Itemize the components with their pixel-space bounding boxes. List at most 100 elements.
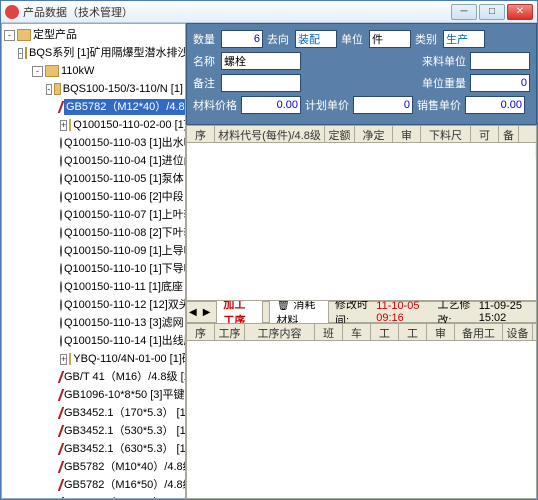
maximize-button[interactable]: □ [479,4,505,20]
close-button[interactable]: ✕ [507,4,533,20]
tree-item[interactable]: GB3452.1（530*5.3） [1]O型 [4,422,183,440]
tree-item[interactable]: Q100150-110-03 [1]出水嘴 [4,134,183,152]
gear-icon [60,137,62,149]
tree-item[interactable]: + YBQ-110/4N-01-00 [1]矿用隔爆 [4,350,183,368]
tab-scroll-left[interactable]: ◀ [189,307,197,318]
col-header[interactable]: 净定额 [355,126,393,142]
expand-icon[interactable]: + [60,120,67,131]
col-header[interactable]: 工时 [399,324,427,340]
remark-label: 备注 [193,75,217,91]
tree-item[interactable]: -BQS系列 [1]矿用隔爆型潜水排沙电泵 [4,44,183,62]
pin-icon [58,497,64,499]
tree-label: Q100150-110-11 [1]底座 [64,279,183,295]
tab-scroll-right[interactable]: ▶ [203,307,211,318]
tree-label: GB/T 41（M16）/4.8级 [18]螺 [64,369,186,385]
type-input[interactable] [443,30,485,48]
book-icon [17,29,31,41]
col-header[interactable]: 工序 [215,324,245,340]
expand-icon[interactable]: - [18,48,23,59]
tree-item[interactable]: Q100150-110-05 [1]泵体 [4,170,183,188]
tree-label: YBQ-110/4N-01-00 [1]矿用隔爆 [73,351,186,367]
tree-item[interactable]: +Q100150-110-02-00 [1]导水套 [4,116,183,134]
expand-icon[interactable]: - [32,66,43,77]
tree-label: GB1096-10*8*50 [3]平键 [64,387,184,403]
tree-item[interactable]: GB5782（M12*40）/4.8级 [6] 螺 [4,98,183,116]
tree-label: GB3452.1（630*5.3） [1]O型 [64,441,186,457]
col-header[interactable]: 车间 [343,324,371,340]
tree-label: Q100150-110-04 [1]进位阀 [64,153,186,169]
tree-item[interactable]: Q100150-110-11 [1]底座 [4,278,183,296]
tree-label: Q100150-110-13 [3]滤网 [64,315,184,331]
expand-icon[interactable]: - [4,30,15,41]
tree-item[interactable]: Q100150-110-09 [1]上导叶 [4,242,183,260]
product-tree[interactable]: - 定型产品 -BQS系列 [1]矿用隔爆型潜水排沙电泵-110kW-BQS10… [1,23,186,499]
mat-price-input[interactable] [241,96,301,114]
tree-label: 定型产品 [33,27,77,43]
tree-item[interactable]: - 110kW [4,62,183,80]
col-header[interactable]: 定额 [325,126,355,142]
tree-item[interactable]: Q100150-110-08 [2]下叶轮 [4,224,183,242]
lot-label: 去向 [267,31,291,47]
unit-input[interactable] [369,30,411,48]
grid1-body[interactable] [186,143,537,301]
tree-item[interactable]: GB/T 41（M16）/4.8级 [18]螺 [4,368,183,386]
tree-item[interactable]: Q100150-110-10 [1]下导叶 [4,260,183,278]
tree-item[interactable]: Q100150-110-04 [1]进位阀 [4,152,183,170]
col-header[interactable]: 工序内容 [245,324,315,340]
qty-input[interactable] [221,30,263,48]
tree-item[interactable]: -BQS100-150/3-110/N [1] [4,80,183,98]
tree-label: GB5782（M16*50）/4.8级 [6] [64,477,186,493]
expand-icon[interactable]: + [60,354,67,365]
unit-wt-input[interactable] [470,74,530,92]
window-title: 产品数据（技术管理） [23,4,451,20]
name-input[interactable] [221,52,301,70]
folder-icon [69,353,71,365]
sale-price-label: 销售单价 [417,97,461,113]
col-header[interactable]: 备用工时 [455,324,503,340]
qty-label: 数量 [193,31,217,47]
col-header[interactable]: 下料尺寸 [421,126,471,142]
tree-item[interactable]: GB1096-10*8*50 [3]平键 [4,386,183,404]
lot-input[interactable] [295,30,337,48]
book-icon [25,47,27,59]
col-header[interactable]: 备 [499,126,519,142]
tree-label: BQS系列 [1]矿用隔爆型潜水排沙电泵 [29,45,186,61]
book-icon [54,83,61,95]
tree-label: Q100150-110-03 [1]出水嘴 [64,135,186,151]
plan-price-input[interactable] [353,96,413,114]
col-header[interactable]: 序号 [187,126,215,142]
src-unit-input[interactable] [470,52,530,70]
tabs-bar: ◀ ▶ 加工工序 🗑 消耗材料 修改时间: 11-10-05 09:16 工艺修… [186,301,537,323]
tree-item[interactable]: GB3452.1（630*5.3） [1]O型 [4,440,183,458]
tree-item[interactable]: Q100150-110-12 [12]双头螺柱 [4,296,183,314]
tree-item[interactable]: Q100150-110-14 [1]出线压盖 [4,332,183,350]
col-header[interactable]: 可制 [471,126,499,142]
tree-item[interactable]: Q100150-110-13 [3]滤网 [4,314,183,332]
col-header[interactable]: 班组 [315,324,343,340]
gear-icon [60,263,62,275]
col-header[interactable]: 序号 [187,324,215,340]
sale-price-input[interactable] [465,96,525,114]
titlebar[interactable]: 产品数据（技术管理） ─ □ ✕ [1,1,537,23]
col-header[interactable]: 审核 [393,126,421,142]
grid2-body[interactable] [186,341,537,499]
col-header[interactable]: 审核 [427,324,455,340]
tree-item[interactable]: GB5782（M10*40）/4.8级 [4,458,183,476]
tree-item[interactable]: GB3452.1（170*5.3） [1]O型 [4,404,183,422]
tree-item[interactable]: GB5782（M16*65）/4.8级 [1] [4,494,183,499]
minimize-button[interactable]: ─ [451,4,477,20]
col-header[interactable]: 材料代号(每件)/4.8级 [215,126,325,142]
right-panel: 数量 去向 单位 类别 名称 来料单位 备注 [186,23,537,499]
expand-icon[interactable]: - [46,84,52,95]
tree-root[interactable]: - 定型产品 [4,26,183,44]
tree-label: GB5782（M10*40）/4.8级 [64,459,186,475]
plan-price-label: 计划单价 [305,97,349,113]
tree-item[interactable]: GB5782（M16*50）/4.8级 [6] [4,476,183,494]
remark-input[interactable] [221,74,301,92]
tree-item[interactable]: Q100150-110-06 [2]中段 [4,188,183,206]
body: - 定型产品 -BQS系列 [1]矿用隔爆型潜水排沙电泵-110kW-BQS10… [1,23,537,499]
tree-label: 110kW [61,63,94,79]
col-header[interactable]: 设备 [503,324,533,340]
tree-item[interactable]: Q100150-110-07 [1]上叶轮 [4,206,183,224]
col-header[interactable]: 工种 [371,324,399,340]
